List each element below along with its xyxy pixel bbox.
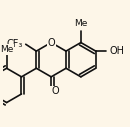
Text: OH: OH: [110, 46, 125, 56]
Text: Me: Me: [74, 19, 88, 28]
Text: O: O: [51, 86, 59, 96]
Text: Me: Me: [0, 45, 13, 54]
Text: CF₃: CF₃: [7, 39, 23, 49]
Text: O: O: [47, 38, 55, 47]
